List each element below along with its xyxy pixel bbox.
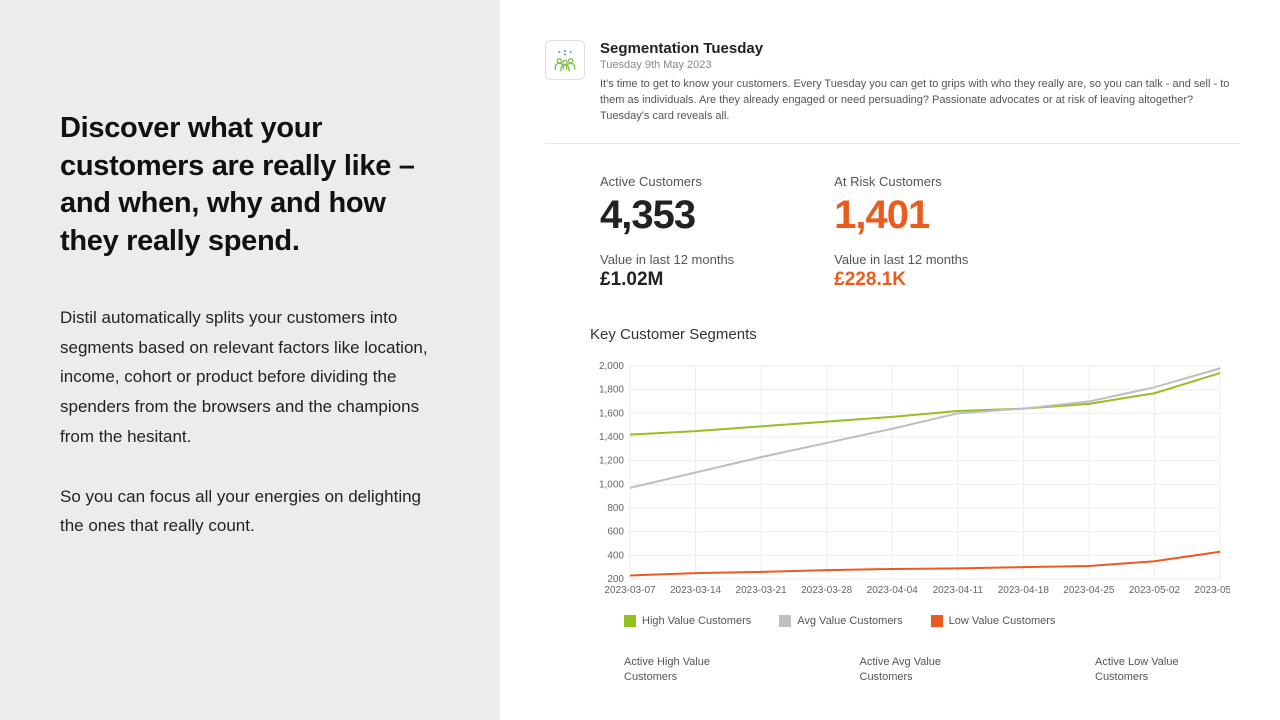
metric-at-risk-sub-label: Value in last 12 months	[834, 252, 968, 267]
chart-section: Key Customer Segments 200 400 600 800 1,000 1…	[545, 326, 1240, 686]
svg-text:2023-03-14: 2023-03-14	[670, 585, 722, 596]
segment-label-avg: Active Avg Value Customers	[860, 655, 980, 686]
legend-item: Avg Value Customers	[779, 615, 902, 627]
left-heading: Discover what your customers are really …	[60, 110, 440, 261]
card-description: It's time to get to know your customers.…	[600, 77, 1240, 125]
metric-at-risk-value: 1,401	[834, 193, 968, 238]
card-title: Segmentation Tuesday	[600, 40, 1240, 57]
svg-text:600: 600	[607, 526, 624, 537]
legend-swatch	[931, 615, 943, 627]
svg-text:2023-03-28: 2023-03-28	[801, 585, 853, 596]
svg-text:1,400: 1,400	[599, 432, 624, 443]
segment-label-high: Active High Value Customers	[624, 655, 744, 686]
legend-label: Avg Value Customers	[797, 615, 902, 627]
legend-label: Low Value Customers	[949, 615, 1056, 627]
chart-title: Key Customer Segments	[590, 326, 1235, 343]
svg-text:2023-04-18: 2023-04-18	[998, 585, 1050, 596]
svg-text:2023-05-09: 2023-05-09	[1194, 585, 1230, 596]
legend-swatch	[624, 615, 636, 627]
metric-at-risk: At Risk Customers 1,401 Value in last 12…	[834, 174, 968, 291]
people-group-icon	[545, 40, 585, 80]
svg-text:1,600: 1,600	[599, 408, 624, 419]
left-panel: Discover what your customers are really …	[0, 0, 500, 720]
metric-at-risk-label: At Risk Customers	[834, 174, 968, 189]
segment-label-low: Active Low Value Customers	[1095, 655, 1215, 686]
legend-item: High Value Customers	[624, 615, 751, 627]
svg-text:1,800: 1,800	[599, 384, 624, 395]
segment-labels-row: Active High Value Customers Active Avg V…	[590, 655, 1235, 686]
svg-text:2023-04-25: 2023-04-25	[1063, 585, 1115, 596]
chart-legend: High Value Customers Avg Value Customers L…	[590, 615, 1235, 627]
right-panel: Segmentation Tuesday Tuesday 9th May 202…	[500, 0, 1280, 720]
left-body: Distil automatically splits your custome…	[60, 303, 440, 541]
card-header: Segmentation Tuesday Tuesday 9th May 202…	[545, 40, 1240, 144]
card-title-block: Segmentation Tuesday Tuesday 9th May 202…	[600, 40, 1240, 125]
chart-wrap: 200 400 600 800 1,000 1,200 1,400 1,600 1,800 2,0…	[590, 361, 1235, 601]
line-chart: 200 400 600 800 1,000 1,200 1,400 1,600 1,800 2,0…	[590, 361, 1230, 601]
metric-active-label: Active Customers	[600, 174, 734, 189]
svg-text:1,000: 1,000	[599, 479, 624, 490]
svg-text:2023-03-07: 2023-03-07	[604, 585, 656, 596]
svg-text:2023-03-21: 2023-03-21	[736, 585, 788, 596]
legend-swatch	[779, 615, 791, 627]
svg-text:400: 400	[607, 550, 624, 561]
metrics-row: Active Customers 4,353 Value in last 12 …	[545, 174, 1240, 291]
svg-text:2023-04-04: 2023-04-04	[867, 585, 919, 596]
svg-text:1,200: 1,200	[599, 455, 624, 466]
svg-text:2,000: 2,000	[599, 361, 624, 372]
svg-text:200: 200	[607, 574, 624, 585]
left-para-2: So you can focus all your energies on de…	[60, 482, 440, 542]
left-para-1: Distil automatically splits your custome…	[60, 303, 440, 452]
card-date: Tuesday 9th May 2023	[600, 59, 1240, 71]
svg-text:2023-04-11: 2023-04-11	[933, 585, 984, 596]
svg-text:2023-05-02: 2023-05-02	[1129, 585, 1181, 596]
legend-item: Low Value Customers	[931, 615, 1056, 627]
metric-active: Active Customers 4,353 Value in last 12 …	[600, 174, 734, 291]
metric-active-sub-value: £1.02M	[600, 269, 734, 291]
legend-label: High Value Customers	[642, 615, 751, 627]
metric-active-sub-label: Value in last 12 months	[600, 252, 734, 267]
svg-text:800: 800	[607, 503, 624, 514]
metric-at-risk-sub-value: £228.1K	[834, 269, 968, 291]
metric-active-value: 4,353	[600, 193, 734, 238]
